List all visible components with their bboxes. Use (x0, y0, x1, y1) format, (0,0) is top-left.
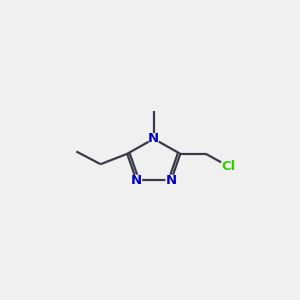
Circle shape (131, 175, 142, 185)
Text: Cl: Cl (222, 160, 236, 173)
Circle shape (221, 158, 237, 175)
Text: N: N (131, 174, 142, 187)
Circle shape (149, 134, 159, 144)
Text: N: N (166, 174, 177, 187)
Text: N: N (148, 132, 159, 145)
Circle shape (166, 175, 176, 185)
